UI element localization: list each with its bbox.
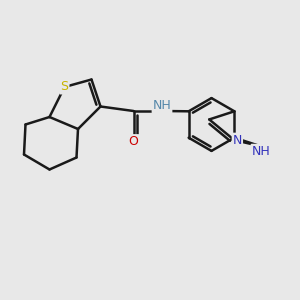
- Text: S: S: [61, 80, 68, 94]
- Text: O: O: [129, 135, 138, 148]
- Text: N: N: [233, 134, 242, 147]
- Text: NH: NH: [153, 99, 171, 112]
- Text: NH: NH: [252, 145, 270, 158]
